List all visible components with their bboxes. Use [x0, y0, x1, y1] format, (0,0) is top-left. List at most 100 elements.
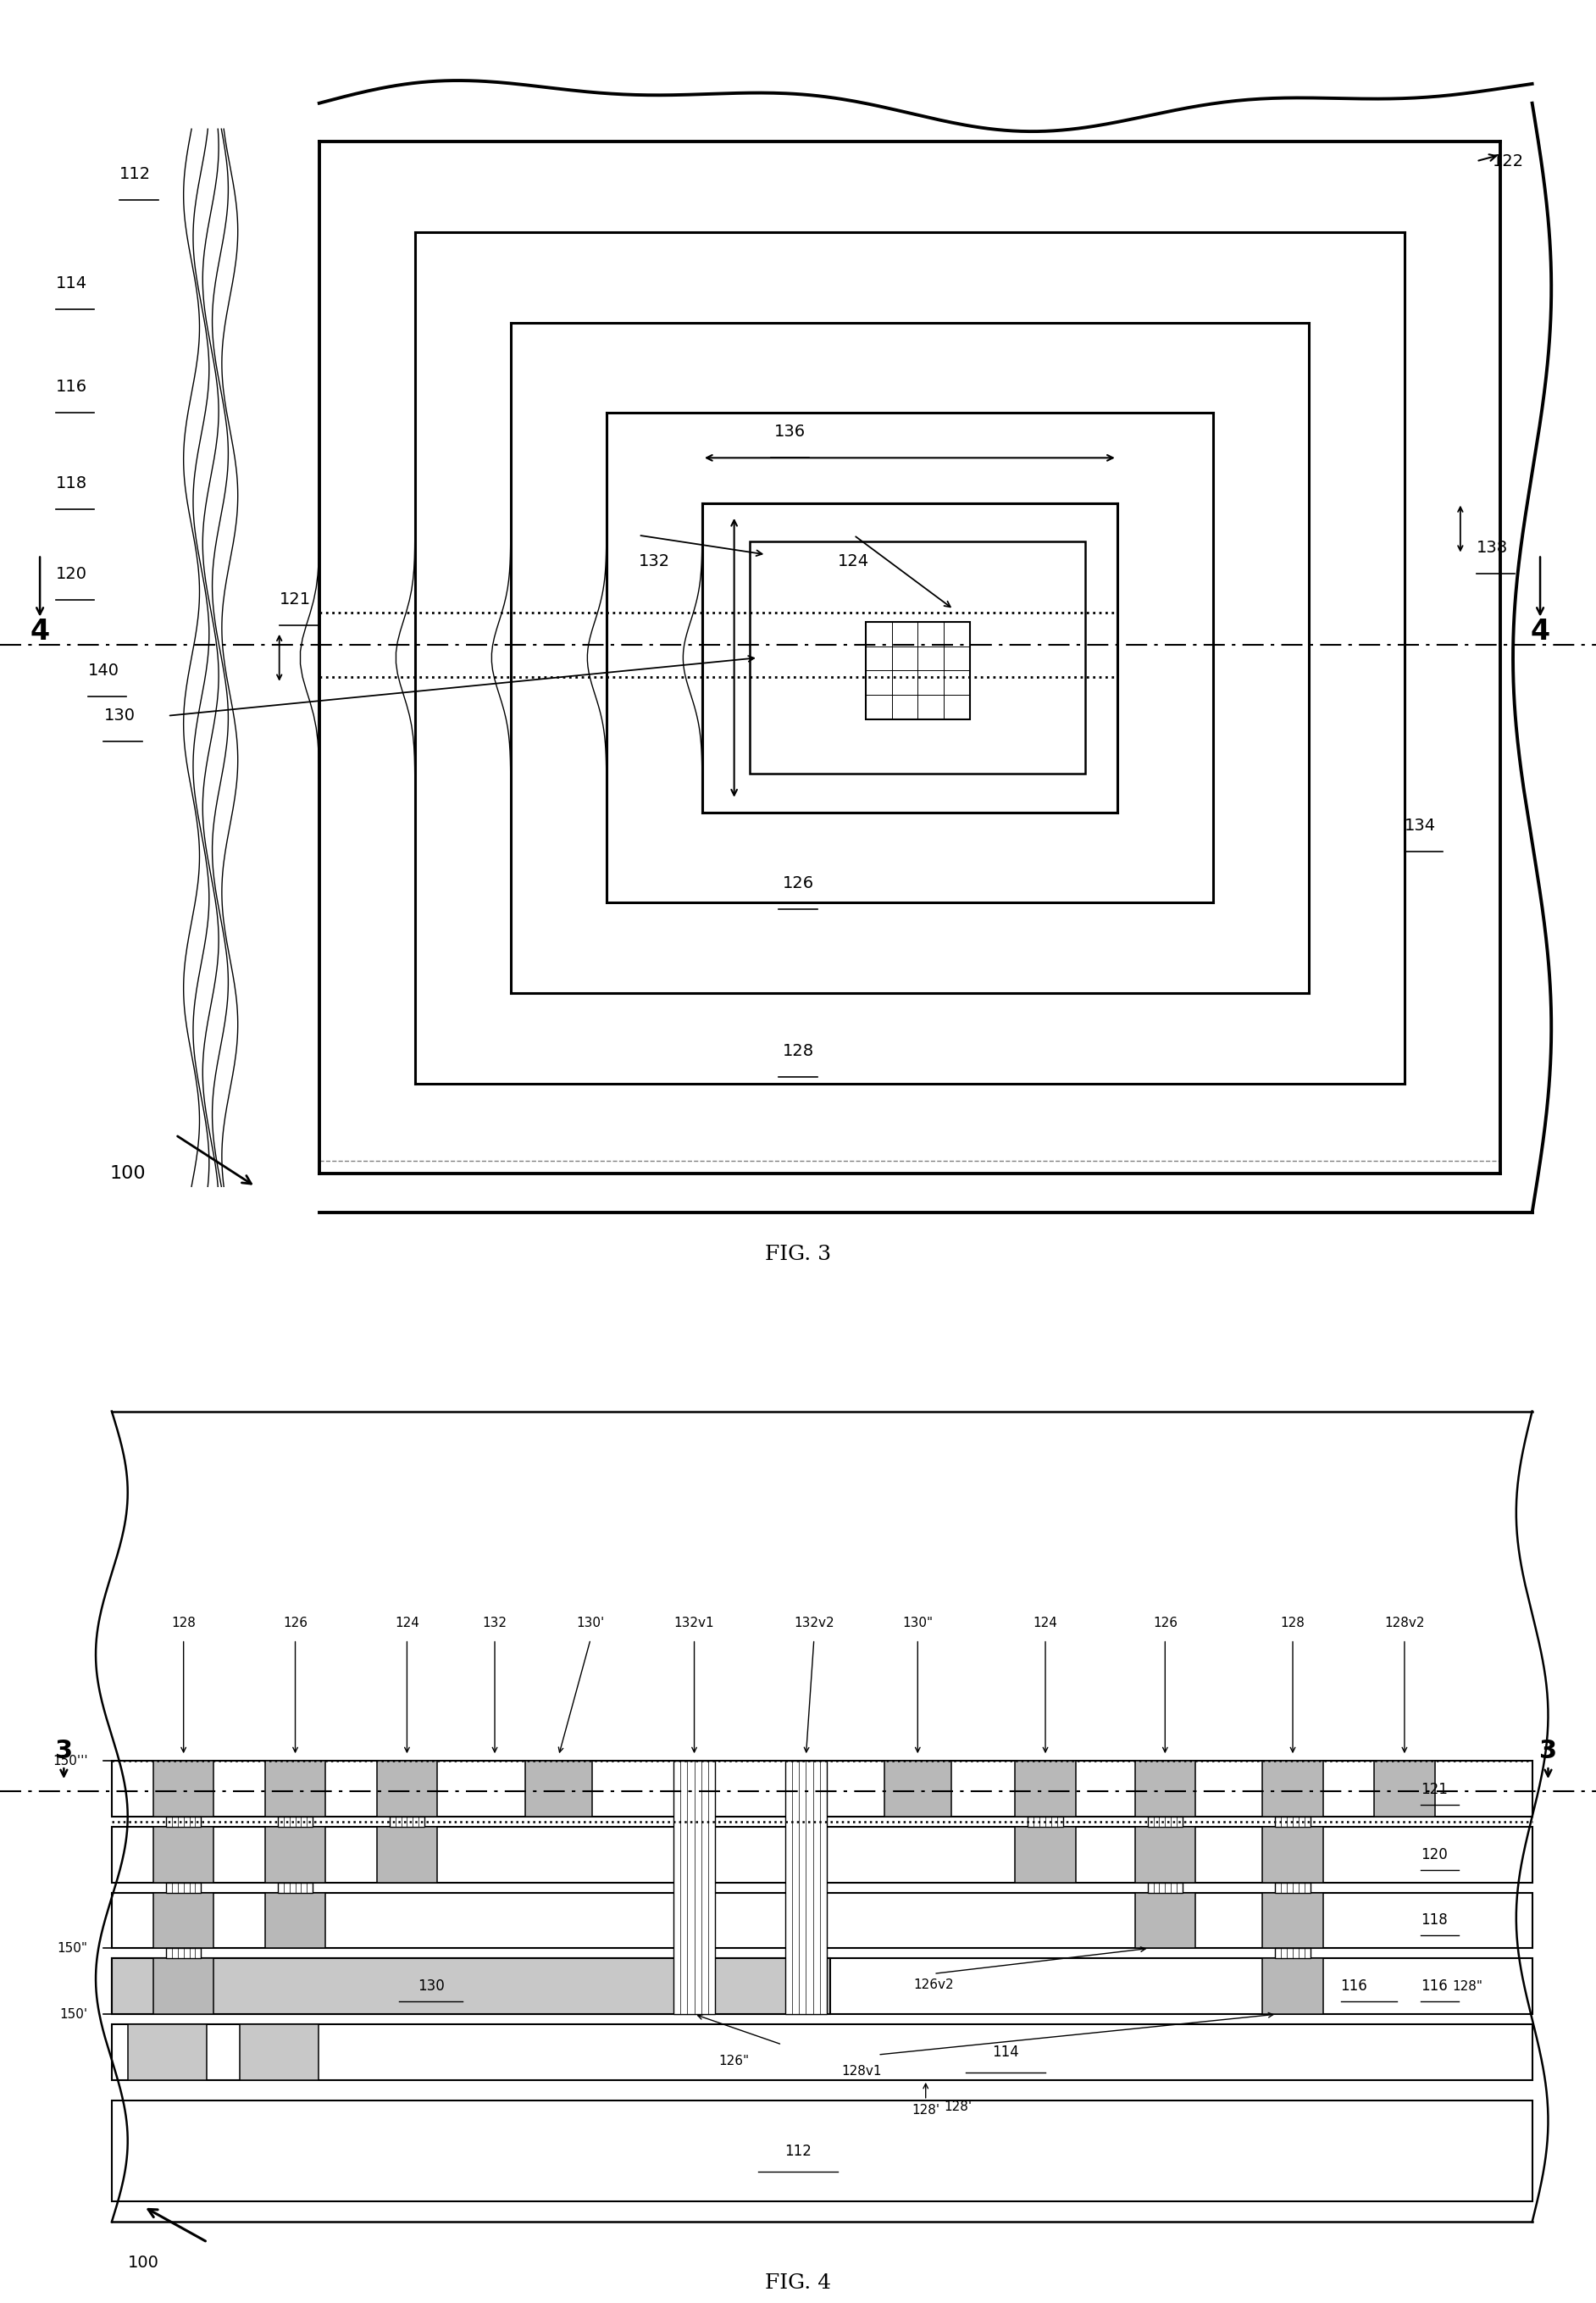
Text: FIG. 3: FIG. 3 — [764, 1244, 832, 1264]
Bar — [153, 1958, 214, 2015]
Bar — [525, 1762, 592, 1817]
Text: 112: 112 — [785, 2144, 811, 2158]
Bar — [265, 1762, 326, 1817]
Text: 3: 3 — [1539, 1739, 1558, 1764]
Text: 116: 116 — [56, 380, 88, 394]
Text: 126: 126 — [282, 1617, 308, 1628]
Text: 120: 120 — [1420, 1847, 1448, 1863]
Text: 138: 138 — [1476, 541, 1508, 555]
Text: 130": 130" — [902, 1617, 934, 1628]
Text: 122: 122 — [1492, 154, 1524, 168]
Text: 116: 116 — [1420, 1978, 1448, 1994]
Text: 118: 118 — [56, 477, 88, 491]
Text: 132v1: 132v1 — [674, 1617, 715, 1628]
Bar — [153, 1893, 214, 1948]
Bar — [1374, 1762, 1435, 1817]
Text: 150": 150" — [57, 1941, 88, 1955]
Bar — [112, 2100, 1532, 2202]
Text: 130: 130 — [418, 1978, 444, 1994]
Bar — [1015, 1826, 1076, 1882]
Bar — [278, 1817, 313, 1826]
Bar — [1015, 1762, 1076, 1817]
Text: 136: 136 — [774, 424, 806, 440]
Text: 112: 112 — [120, 166, 152, 182]
Text: 114: 114 — [993, 2045, 1018, 2059]
Bar — [1135, 1762, 1195, 1817]
Bar — [265, 1893, 326, 1948]
Bar — [1148, 1882, 1183, 1893]
Bar — [1262, 1826, 1323, 1882]
Text: 124: 124 — [1033, 1617, 1058, 1628]
Text: 121: 121 — [279, 592, 311, 608]
Bar — [265, 1826, 326, 1882]
Text: 118: 118 — [1420, 1911, 1448, 1928]
Text: 128': 128' — [943, 2100, 972, 2114]
Text: 128v1: 128v1 — [841, 2066, 883, 2077]
Bar — [1135, 1893, 1195, 1948]
Text: 132: 132 — [482, 1617, 508, 1628]
Bar — [239, 2024, 319, 2080]
Bar — [1262, 1958, 1323, 2015]
Bar — [112, 1958, 830, 2015]
Bar — [166, 1882, 201, 1893]
Bar — [166, 1948, 201, 1958]
Bar — [1262, 1893, 1323, 1948]
Text: 128: 128 — [171, 1617, 196, 1628]
Text: 150''': 150''' — [53, 1755, 88, 1766]
Text: 4: 4 — [1531, 617, 1550, 645]
Text: FIG. 4: FIG. 4 — [764, 2273, 832, 2294]
Bar — [278, 1882, 313, 1893]
Bar — [1135, 1826, 1195, 1882]
Bar — [702, 502, 1117, 813]
Bar — [112, 1958, 1532, 2015]
Text: 114: 114 — [56, 276, 88, 292]
Bar — [389, 1817, 425, 1826]
Text: 134: 134 — [1404, 818, 1436, 834]
Text: 3: 3 — [54, 1739, 73, 1764]
Text: 100: 100 — [110, 1165, 145, 1181]
Bar — [112, 1826, 1532, 1882]
Text: 132v2: 132v2 — [793, 1617, 835, 1628]
Text: 126v2: 126v2 — [913, 1978, 954, 1992]
Bar — [128, 2024, 207, 2080]
Bar — [1028, 1817, 1063, 1826]
Text: 150': 150' — [59, 2008, 88, 2020]
Text: 128': 128' — [911, 2105, 940, 2116]
Text: 128: 128 — [782, 1043, 814, 1059]
Text: 128: 128 — [1280, 1617, 1306, 1628]
Text: 130': 130' — [576, 1617, 605, 1628]
Bar — [1275, 1817, 1310, 1826]
Text: 130: 130 — [104, 707, 136, 723]
Bar — [377, 1826, 437, 1882]
Bar — [750, 541, 1085, 774]
Bar — [785, 1762, 827, 2015]
Bar — [674, 1762, 715, 2015]
Text: 116: 116 — [1341, 1978, 1368, 1994]
Text: 124: 124 — [394, 1617, 420, 1628]
Bar — [377, 1762, 437, 1817]
Text: 140: 140 — [88, 663, 120, 679]
Text: 4: 4 — [30, 617, 49, 645]
Text: 128": 128" — [1452, 1981, 1483, 1992]
Bar — [153, 1762, 214, 1817]
Text: 121: 121 — [1420, 1783, 1448, 1796]
Text: 120: 120 — [56, 567, 88, 583]
Bar — [112, 1762, 1532, 1817]
Text: 132: 132 — [638, 553, 670, 569]
Bar — [112, 2024, 1532, 2080]
Text: 128v2: 128v2 — [1384, 1617, 1425, 1628]
Bar — [884, 1762, 951, 1817]
Bar — [865, 622, 969, 719]
Text: 126": 126" — [718, 2054, 750, 2068]
Bar — [112, 1893, 1532, 1948]
Bar — [1275, 1882, 1310, 1893]
Text: 100: 100 — [128, 2255, 160, 2271]
Bar — [1262, 1762, 1323, 1817]
Text: 126: 126 — [782, 875, 814, 891]
Bar — [166, 1817, 201, 1826]
Text: 124: 124 — [838, 553, 870, 569]
Bar — [1148, 1817, 1183, 1826]
Bar — [153, 1826, 214, 1882]
Text: 126: 126 — [1152, 1617, 1178, 1628]
Bar — [1275, 1948, 1310, 1958]
